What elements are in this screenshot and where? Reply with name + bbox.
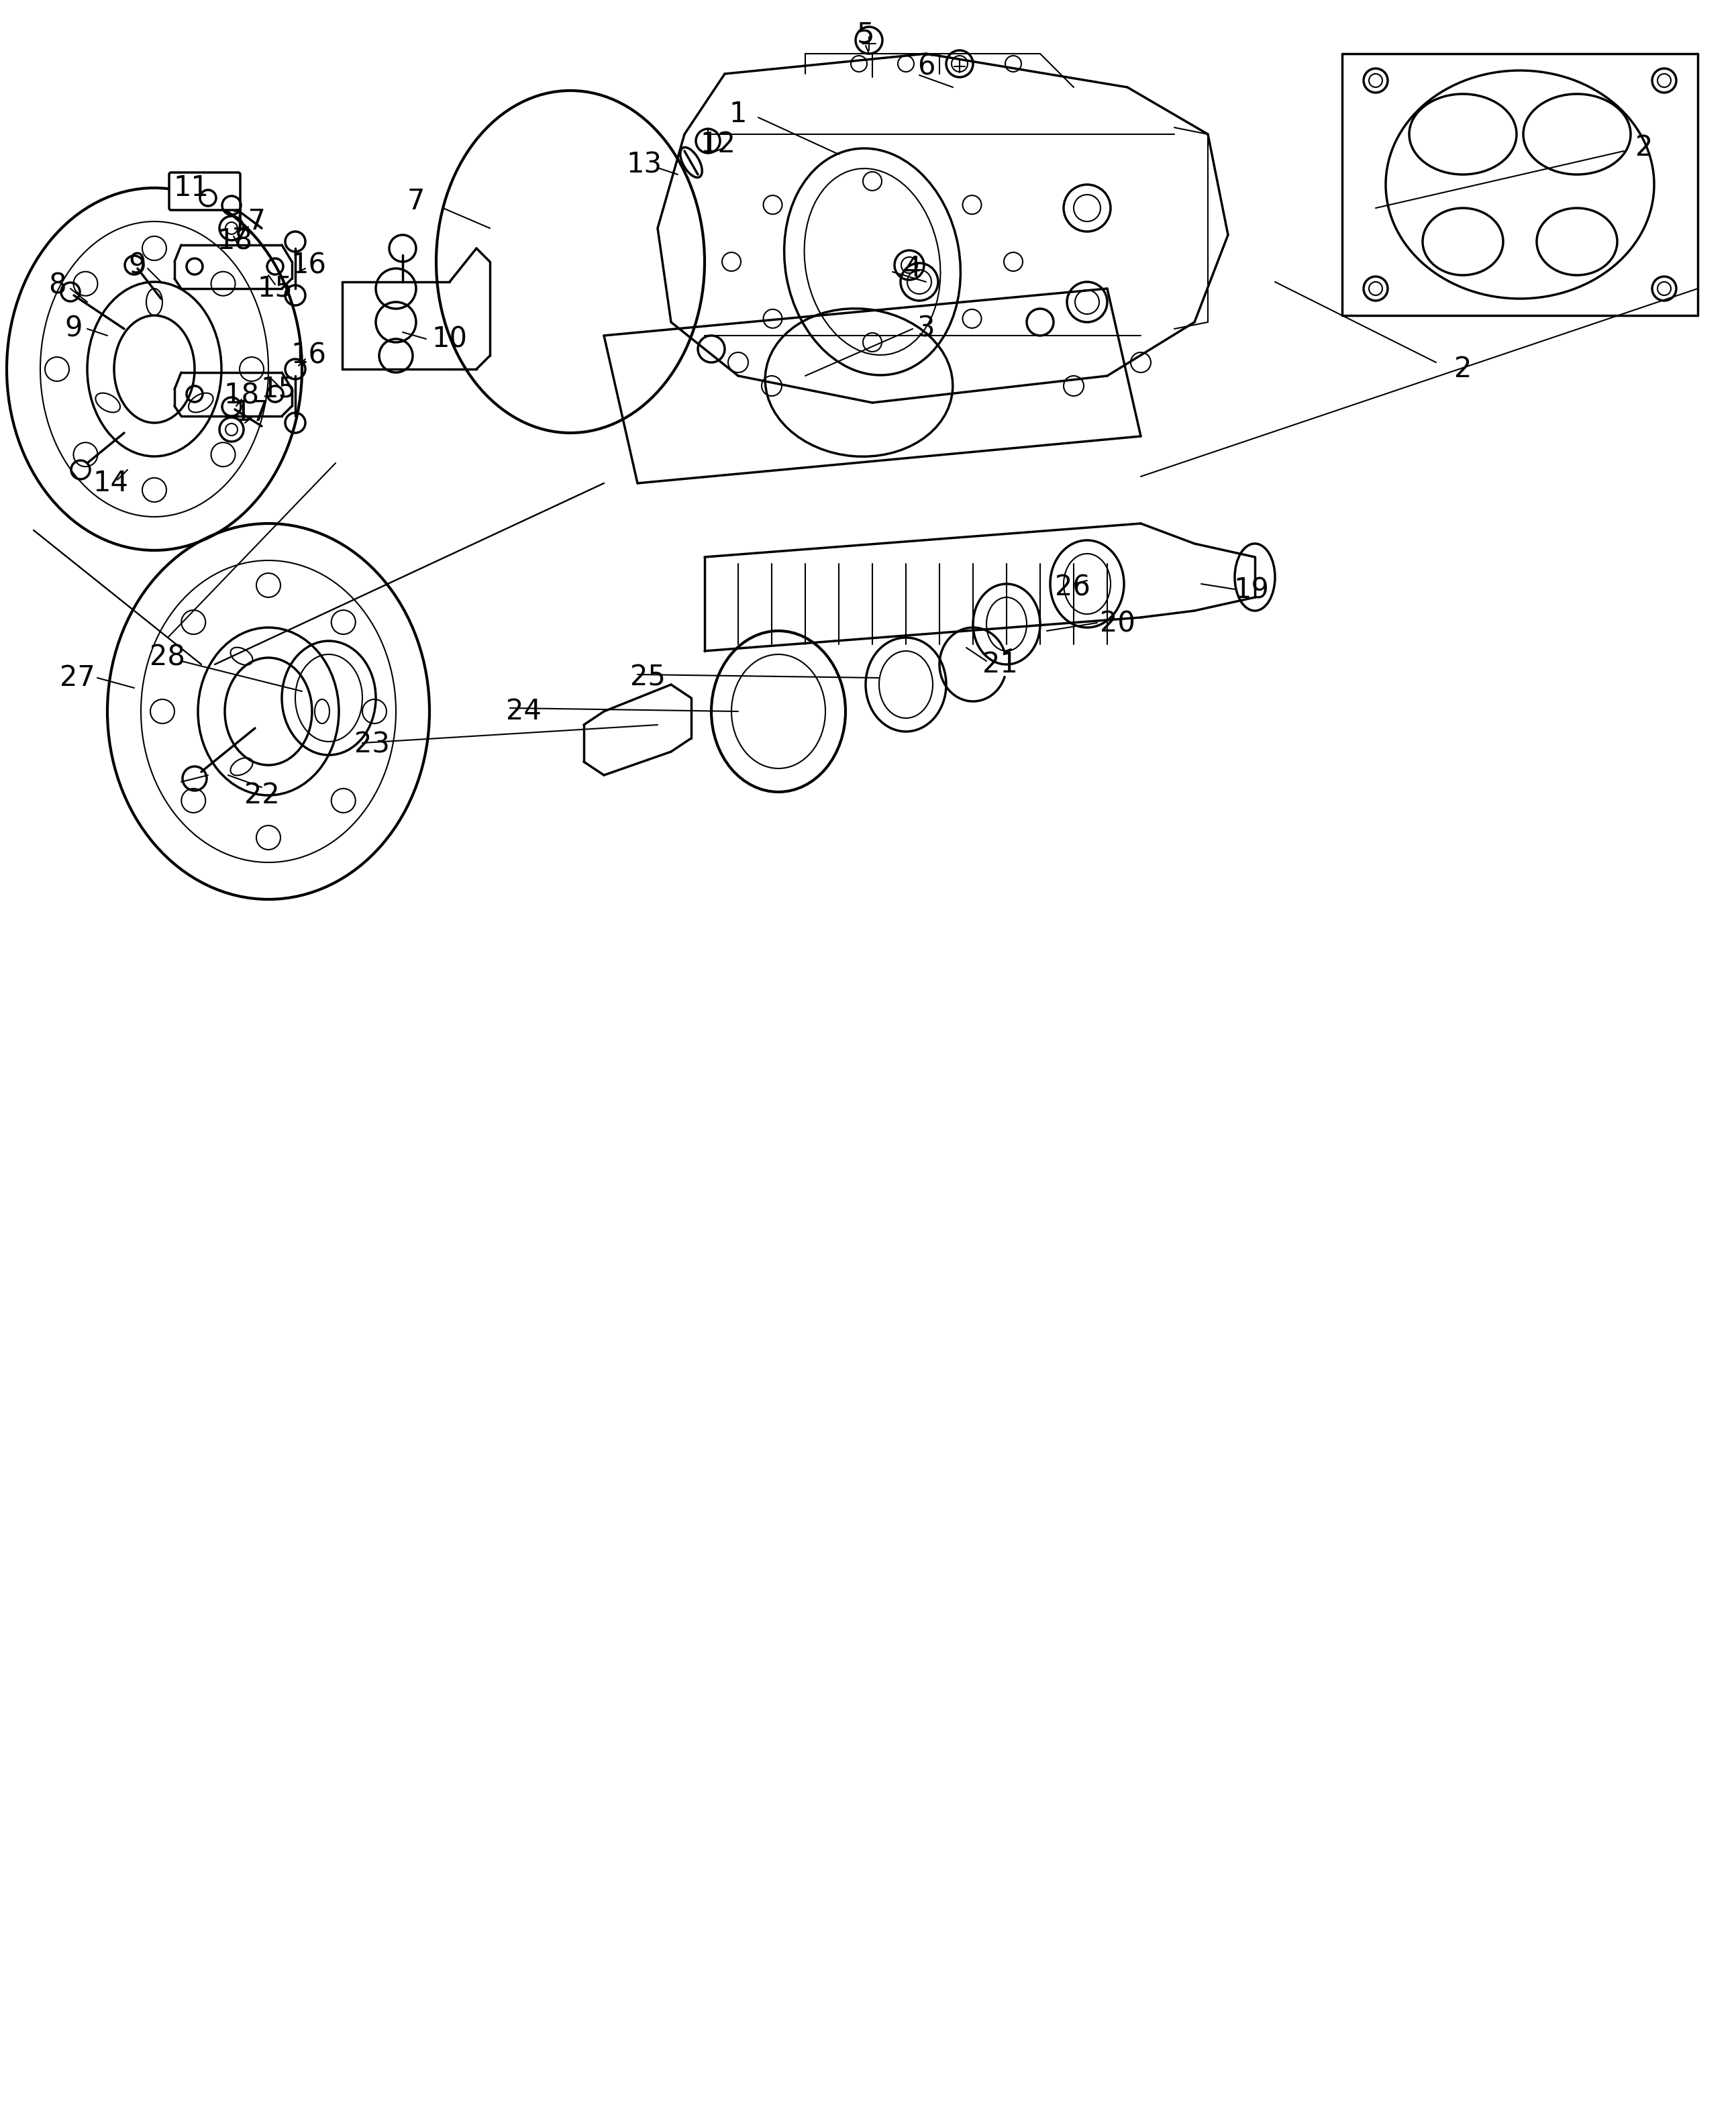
Text: 9: 9	[64, 315, 83, 343]
FancyBboxPatch shape	[168, 172, 240, 210]
Text: 28: 28	[149, 643, 186, 673]
Text: 17: 17	[231, 208, 266, 235]
Text: 17: 17	[234, 399, 269, 427]
Text: 12: 12	[700, 130, 736, 158]
Text: 25: 25	[630, 664, 665, 692]
Text: 2: 2	[1635, 135, 1653, 162]
Text: 13: 13	[627, 151, 661, 179]
Text: 18: 18	[217, 227, 253, 256]
Text: 16: 16	[292, 343, 326, 370]
Text: 22: 22	[245, 782, 279, 809]
Text: 20: 20	[1099, 610, 1135, 639]
Text: 15: 15	[260, 374, 297, 404]
Text: 18: 18	[224, 383, 259, 410]
Text: 5: 5	[858, 21, 875, 48]
Text: 2: 2	[1455, 355, 1472, 383]
Text: 4: 4	[904, 254, 922, 282]
Text: 16: 16	[292, 250, 326, 280]
Text: 23: 23	[354, 731, 391, 759]
Text: 6: 6	[917, 53, 936, 82]
Text: 1: 1	[729, 101, 746, 128]
Text: 10: 10	[432, 326, 467, 353]
Text: 26: 26	[1054, 574, 1090, 601]
Text: 27: 27	[59, 664, 95, 692]
Text: 7: 7	[408, 187, 425, 214]
Text: 24: 24	[505, 698, 542, 725]
Text: 14: 14	[94, 469, 128, 498]
Text: 9: 9	[128, 250, 146, 280]
Text: 3: 3	[917, 315, 936, 343]
Text: 11: 11	[174, 174, 208, 202]
Text: 15: 15	[257, 275, 293, 303]
Text: 19: 19	[1234, 576, 1269, 605]
Text: 21: 21	[983, 650, 1017, 679]
Text: 8: 8	[49, 271, 66, 298]
